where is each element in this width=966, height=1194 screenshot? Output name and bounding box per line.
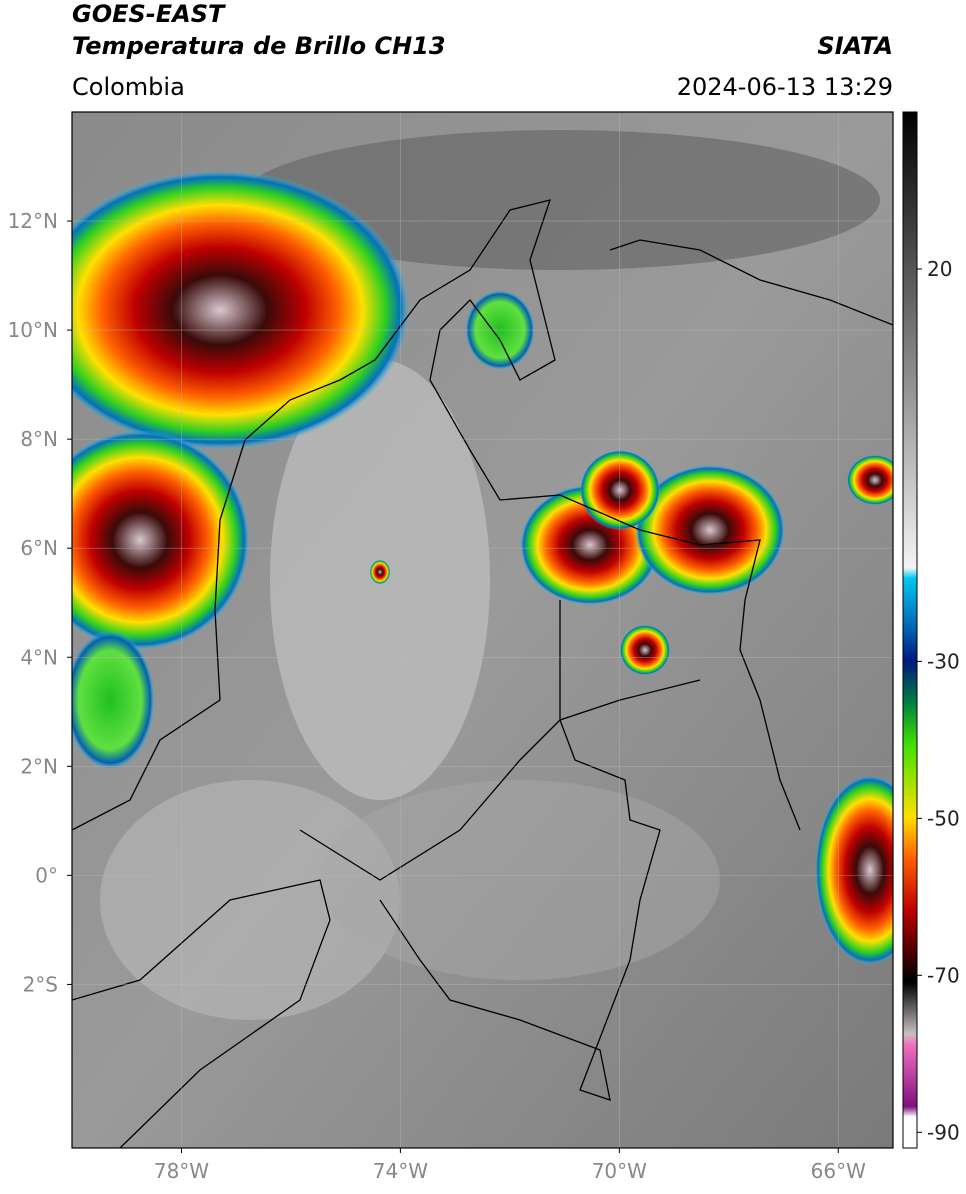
borders <box>72 199 893 1148</box>
storm <box>370 560 390 584</box>
colorbar-tick-label: -30 <box>927 649 960 673</box>
satellite-image <box>72 112 893 1148</box>
x-tick-label: 78°W <box>154 1159 209 1183</box>
cloud-area <box>100 780 400 1020</box>
storm <box>72 170 410 450</box>
storm <box>72 430 250 650</box>
storm <box>620 625 670 675</box>
storm <box>847 455 893 505</box>
y-tick-label: 2°S <box>23 972 58 996</box>
x-tick-label: 66°W <box>811 1159 866 1183</box>
y-tick-label: 10°N <box>8 318 58 342</box>
source: SIATA <box>817 32 893 60</box>
y-tick-label: 8°N <box>20 427 58 451</box>
storm <box>815 775 893 965</box>
y-tick-label: 2°N <box>20 754 58 778</box>
colorbar-tick-label: 20 <box>927 257 952 281</box>
cloud-area <box>320 780 720 980</box>
y-tick-label: 4°N <box>20 645 58 669</box>
storm <box>580 450 660 530</box>
x-tick-label: 70°W <box>592 1159 647 1183</box>
region: Colombia <box>72 73 185 101</box>
colorbar <box>902 111 918 1149</box>
y-tick-label: 0° <box>35 863 58 887</box>
x-tick-label: 74°W <box>373 1159 428 1183</box>
storm <box>635 465 785 595</box>
map-frame <box>71 111 894 1149</box>
subtitle: Temperatura de Brillo CH13 <box>72 32 446 60</box>
title: GOES-EAST <box>72 0 226 28</box>
y-tick-label: 12°N <box>8 209 58 233</box>
colorbar-tick-label: -50 <box>927 806 960 830</box>
dark-area <box>240 130 880 270</box>
storm <box>72 630 155 770</box>
datetime: 2024-06-13 13:29 <box>677 73 893 101</box>
colorbar-tick-label: -70 <box>927 963 960 987</box>
y-tick-label: 6°N <box>20 536 58 560</box>
colorbar-tick-label: -90 <box>927 1120 960 1144</box>
